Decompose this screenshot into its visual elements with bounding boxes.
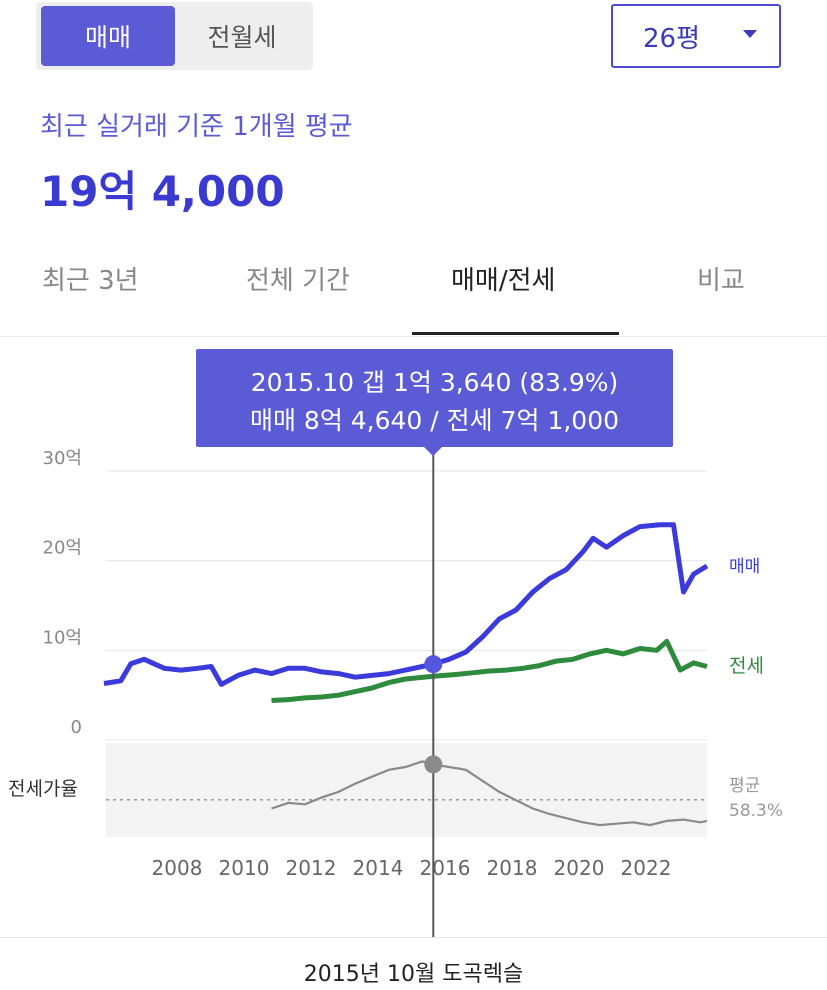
y-tick-label: 10억: [43, 627, 82, 648]
tab-sale-jeonse[interactable]: 매매/전세: [451, 266, 556, 296]
sale-tab-button[interactable]: 매매: [41, 6, 175, 66]
sale-series-line: [103, 522, 709, 687]
tab-recent-3y[interactable]: 최근 3년: [42, 266, 139, 296]
x-tick-label: 2016: [420, 856, 471, 880]
sale-point-marker: [424, 655, 443, 674]
x-tick-label: 2010: [219, 856, 270, 880]
x-tick-label: 2014: [353, 856, 404, 880]
tab-compare[interactable]: 비교: [697, 266, 745, 296]
size-select-value: 26평: [643, 23, 701, 54]
x-tick-label: 2018: [487, 856, 538, 880]
divider: [0, 336, 827, 337]
jeonse-series-label: 전세: [729, 655, 764, 677]
ratio-point-marker: [424, 755, 443, 774]
tooltip-gap-line: 2015.10 갭 1억 3,640 (83.9%): [250, 368, 619, 397]
size-select[interactable]: 26평: [611, 4, 781, 68]
average-price-value: 19억 4,000: [40, 167, 285, 216]
divider: [0, 937, 827, 938]
ratio-band: [106, 743, 707, 837]
average-price-label: 최근 실거래 기준 1개월 평균: [40, 112, 353, 142]
jeonse-series-line: [271, 638, 708, 703]
ratio-average-label: 평균: [729, 776, 760, 796]
sale-series-label: 매매: [729, 557, 760, 577]
y-tick-label: 0: [71, 717, 82, 738]
ratio-series-line: [271, 760, 708, 827]
chevron-down-icon: [743, 30, 757, 38]
rent-tab-button[interactable]: 전월세: [207, 23, 277, 52]
ratio-average-value: 58.3%: [729, 801, 783, 821]
x-tick-label: 2020: [554, 856, 605, 880]
x-tick-label: 2008: [152, 856, 203, 880]
tab-all-period[interactable]: 전체 기간: [246, 266, 350, 296]
tooltip-arrow: [424, 447, 442, 456]
y-tick-label: 30억: [43, 448, 82, 469]
ratio-axis-label: 전세가율: [8, 778, 78, 800]
price-chart[interactable]: 30억 20억 10억 0 2008 2010 2012 2014 2016 2018 2020 2…: [0, 337, 827, 937]
x-tick-label: 2012: [286, 856, 337, 880]
period-tabs: 최근 3년 전체 기간 매매/전세 비교: [0, 250, 827, 336]
active-tab-indicator: [412, 332, 619, 335]
trade-type-toggle: 매매 전월세: [36, 2, 313, 70]
x-tick-label: 2022: [621, 856, 672, 880]
chart-tooltip: 2015.10 갭 1억 3,640 (83.9%) 매매 8억 4,640 /…: [196, 349, 673, 456]
y-tick-label: 20억: [43, 538, 82, 559]
footer-date-label: 2015년 10월 도곡렉슬: [303, 962, 524, 987]
tooltip-price-line: 매매 8억 4,640 / 전세 7억 1,000: [249, 406, 620, 435]
